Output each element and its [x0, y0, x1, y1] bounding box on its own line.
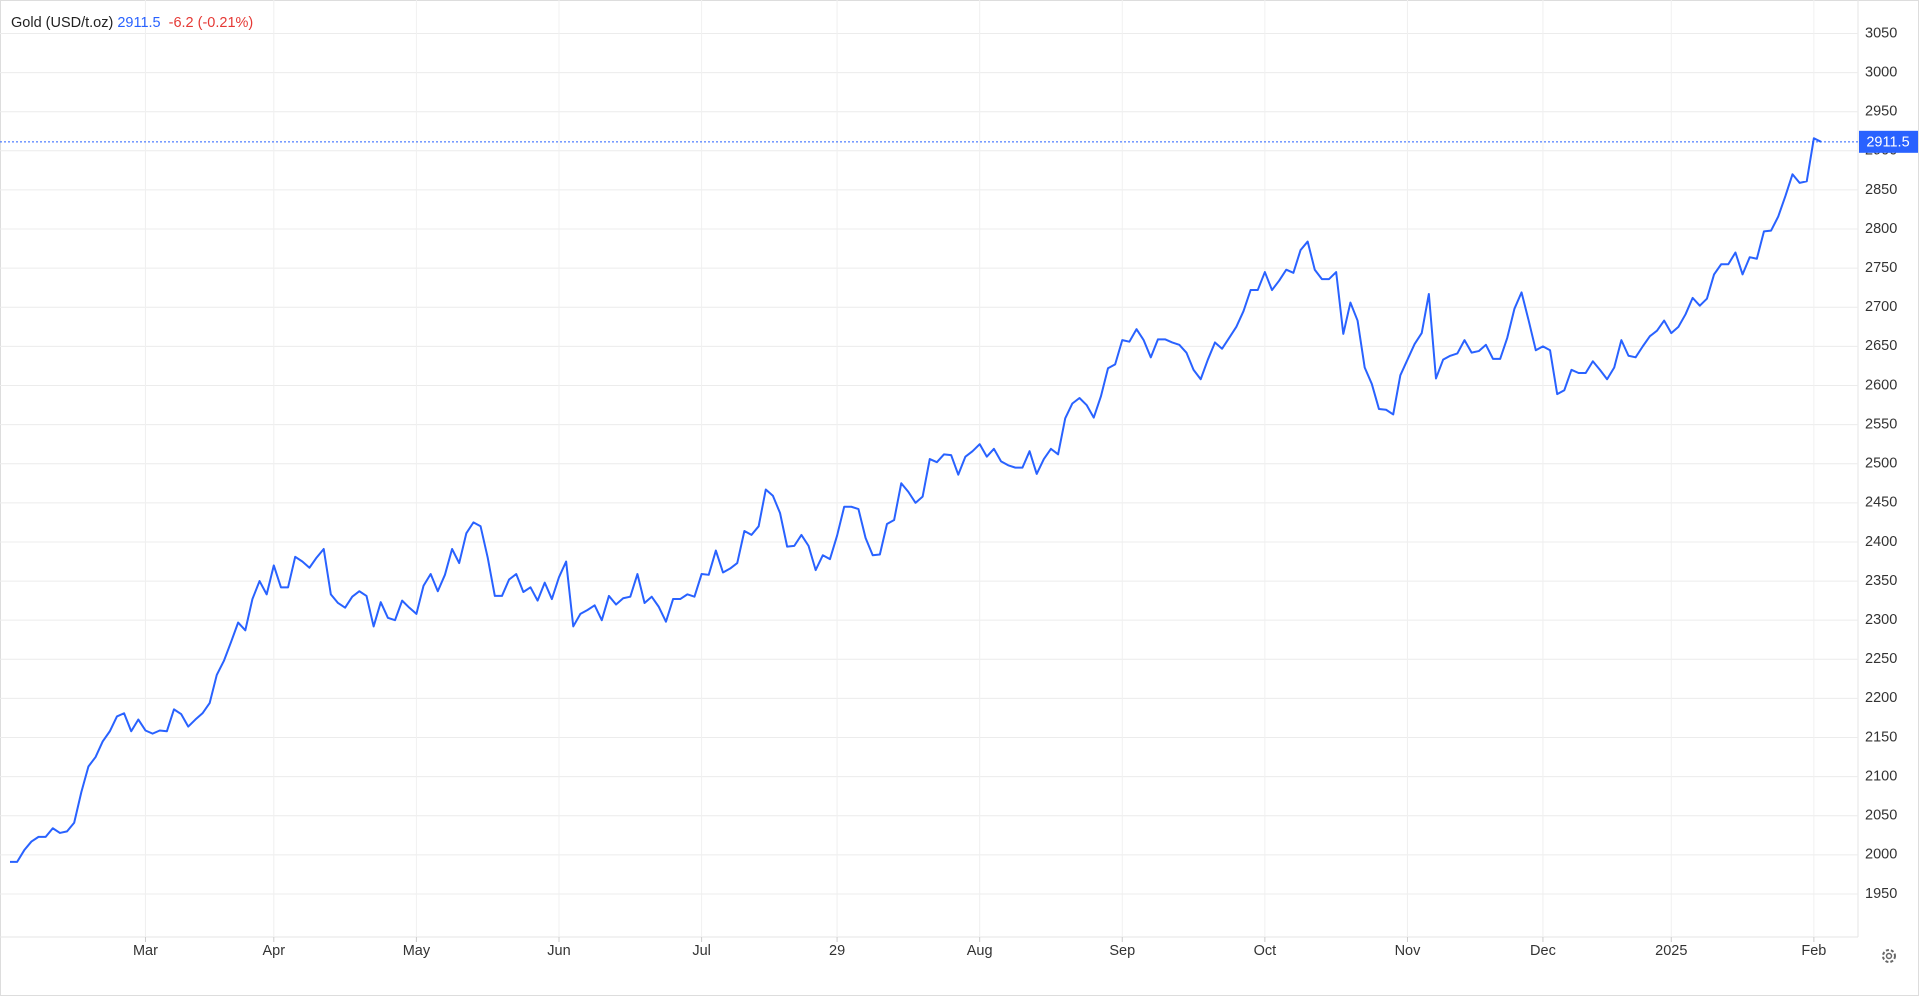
last-value-box [1859, 130, 1918, 153]
x-tick-label: Nov [1395, 943, 1422, 959]
y-tick-label: 2550 [1865, 416, 1897, 432]
grid [0, 0, 1858, 937]
y-tick-label: 2050 [1865, 808, 1897, 824]
last-value: 2911.5 [117, 15, 161, 31]
x-tick-label: Dec [1530, 943, 1556, 959]
x-tick-label: Mar [133, 943, 158, 959]
x-tick-label: Feb [1801, 943, 1826, 959]
y-tick-label: 3000 [1865, 64, 1897, 80]
last-value-label: 2911.5 [1866, 135, 1909, 151]
settings-icon[interactable] [1882, 949, 1896, 963]
y-tick-label: 2400 [1865, 534, 1897, 550]
series-name: Gold (USD/t.oz) [11, 15, 114, 31]
y-tick-label: 2200 [1865, 690, 1897, 706]
legend-header: Gold (USD/t.oz) 2911.5 -6.2 (-0.21%) [11, 15, 253, 31]
x-tick-label: Jun [547, 943, 570, 959]
y-tick-label: 2850 [1865, 182, 1897, 198]
y-tick-label: 2700 [1865, 299, 1897, 315]
x-tick-label: Aug [967, 943, 993, 959]
y-tick-label: 2750 [1865, 260, 1897, 276]
change: -6.2 (-0.21%) [168, 15, 254, 31]
y-tick-label: 2950 [1865, 104, 1897, 120]
y-tick-label: 2150 [1865, 729, 1897, 745]
x-tick-label: Jul [692, 943, 711, 959]
y-tick-label: 2100 [1865, 768, 1897, 784]
x-tick-label: Apr [263, 943, 286, 959]
series-line [10, 137, 1822, 863]
y-tick-label: 2350 [1865, 573, 1897, 589]
x-tick-label: May [403, 943, 431, 959]
y-tick-label: 2600 [1865, 377, 1897, 393]
x-tick-label: Sep [1109, 943, 1135, 959]
y-tick-label: 2300 [1865, 612, 1897, 628]
x-tick-label: 2025 [1655, 943, 1687, 959]
y-tick-label: 1950 [1865, 886, 1897, 902]
y-tick-label: 2500 [1865, 456, 1897, 472]
x-tick-label: Oct [1254, 943, 1277, 959]
y-tick-label: 2250 [1865, 651, 1897, 667]
y-tick-label: 2450 [1865, 495, 1897, 511]
x-tick-label: 29 [829, 943, 845, 959]
y-tick-label: 2650 [1865, 338, 1897, 354]
y-tick-label: 2800 [1865, 221, 1897, 237]
y-tick-label: 2000 [1865, 847, 1897, 863]
y-tick-label: 3050 [1865, 25, 1897, 41]
